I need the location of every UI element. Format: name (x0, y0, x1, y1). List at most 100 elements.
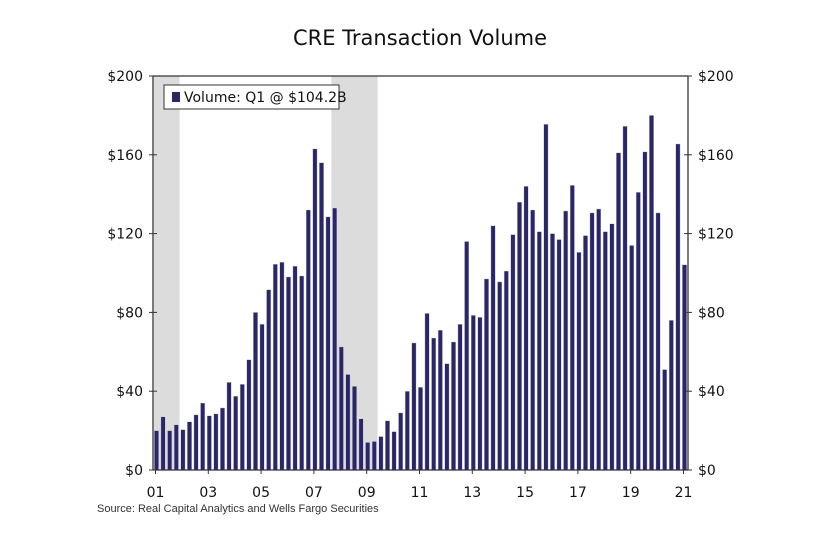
bar (319, 162, 324, 471)
bar (517, 201, 522, 471)
x-tick-label: 11 (411, 485, 429, 501)
bar (662, 369, 668, 471)
x-tick-label: 05 (252, 485, 270, 501)
bar (470, 315, 476, 471)
bar (259, 324, 265, 471)
bar (325, 216, 331, 471)
y-tick-label-right: $80 (698, 305, 725, 321)
bar (490, 225, 496, 471)
bar (649, 115, 654, 471)
legend-box (163, 84, 340, 110)
x-tick-label: 15 (516, 485, 534, 501)
bar (246, 359, 252, 471)
bar (596, 208, 602, 471)
bar (682, 264, 687, 471)
bar (239, 384, 245, 471)
bar (477, 317, 483, 471)
bar (609, 223, 615, 471)
bar (556, 239, 562, 471)
y-tick-label-right: $40 (698, 384, 725, 400)
bar (385, 420, 390, 471)
source-note: Source: Real Capital Analytics and Wells… (97, 503, 379, 515)
bar (371, 441, 377, 471)
x-tick-label: 09 (358, 485, 376, 501)
bar (352, 386, 357, 471)
bar (332, 207, 338, 471)
bar (437, 329, 443, 471)
bar (253, 312, 258, 471)
bar (365, 442, 371, 471)
bar (484, 278, 489, 471)
bar (266, 289, 272, 471)
bar (180, 429, 186, 471)
x-tick-label: 01 (147, 485, 165, 501)
bar (668, 320, 674, 471)
x-tick-label: 07 (305, 485, 323, 501)
x-tick-label: 17 (569, 485, 587, 501)
chart-title: CRE Transaction Volume (293, 26, 547, 50)
bar (187, 421, 192, 471)
bar (464, 241, 470, 471)
y-tick-label-left: $0 (125, 463, 143, 479)
bar (226, 382, 232, 471)
bar (233, 395, 239, 471)
bar (536, 231, 542, 471)
x-tick-label: 13 (463, 485, 481, 501)
bar (404, 391, 410, 471)
bar (431, 337, 437, 471)
bar (378, 436, 384, 471)
bar (655, 212, 661, 471)
bar (622, 126, 628, 471)
bar (675, 143, 681, 471)
bar (338, 346, 344, 471)
bar (200, 402, 206, 471)
legend-swatch (172, 92, 180, 102)
bar (398, 412, 404, 471)
legend: Volume: Q1 @ $104.2B (163, 84, 347, 110)
bar (279, 261, 285, 471)
bar (272, 263, 278, 471)
bar (563, 210, 569, 471)
bar (642, 151, 648, 471)
bar (305, 209, 311, 471)
bar (345, 374, 351, 471)
bar (550, 233, 555, 471)
bar (503, 270, 509, 471)
bar (286, 276, 291, 471)
bar (312, 148, 318, 471)
bar (154, 430, 159, 471)
recession-band-1 (154, 76, 180, 470)
bar (292, 265, 298, 471)
y-tick-label-left: $40 (116, 384, 143, 400)
x-tick-label: 19 (622, 485, 640, 501)
x-tick-label: 03 (199, 485, 217, 501)
bar (616, 152, 621, 471)
bar (457, 324, 463, 471)
bar (451, 341, 456, 471)
bar (299, 275, 305, 471)
x-tick-label: 21 (675, 485, 693, 501)
legend-entry-volume: Volume: Q1 @ $104.2B (184, 90, 347, 106)
axes: $0 $0 $40 $40 $80 $80 $120 $120 $160 $160 $200 $200… (107, 69, 733, 501)
y-tick-label-right: $200 (698, 69, 734, 85)
recession-shading (154, 76, 378, 470)
y-tick-label-left: $80 (116, 305, 143, 321)
bar (424, 313, 430, 471)
y-tick-label-left: $200 (107, 69, 143, 85)
bar (160, 416, 166, 471)
bar (193, 414, 199, 471)
bar (589, 212, 595, 471)
bar (418, 387, 423, 471)
y-tick-label-right: $0 (698, 463, 716, 479)
y-tick-label-right: $120 (698, 227, 734, 243)
y-tick-label-left: $120 (107, 227, 143, 243)
bar (576, 252, 582, 471)
bars (154, 115, 687, 471)
bar (497, 281, 503, 471)
bar (173, 424, 179, 471)
bar (510, 234, 516, 471)
y-tick-label-left: $160 (107, 148, 143, 164)
bar (411, 342, 417, 471)
bar (213, 413, 219, 471)
